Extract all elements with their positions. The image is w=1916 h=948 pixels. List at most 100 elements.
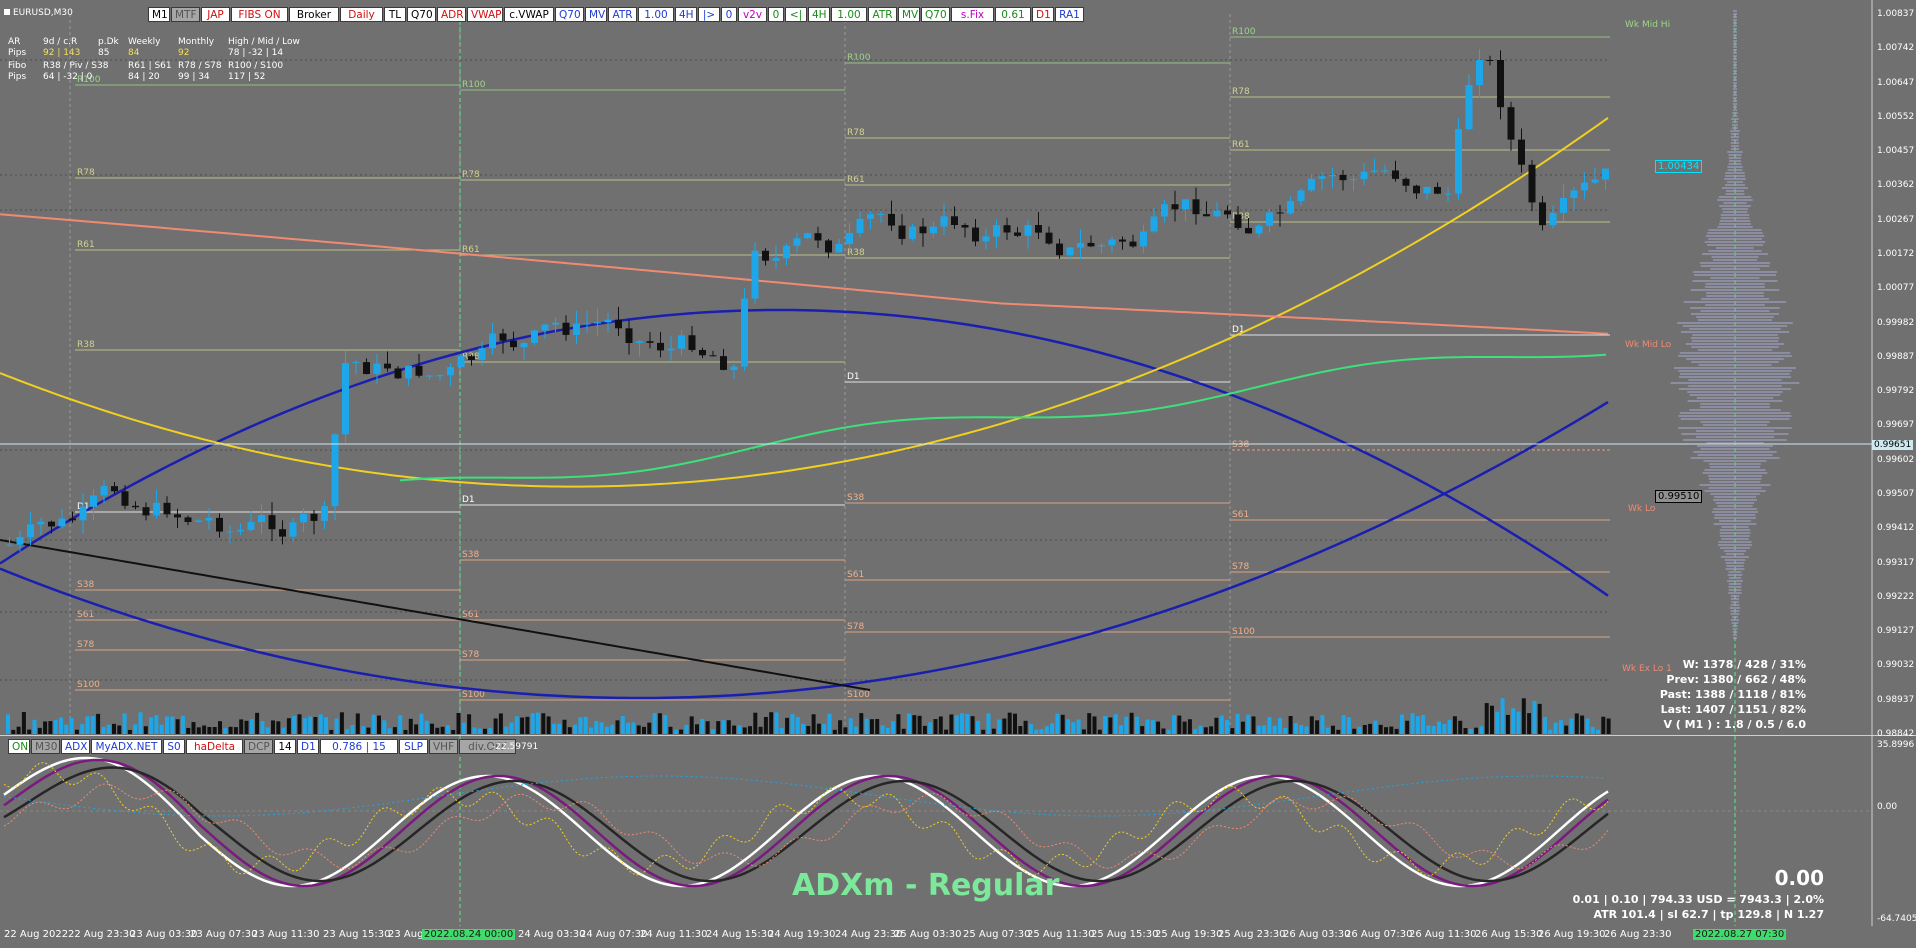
info-row-4: Pips 64 | -32 | 0 84 | 20 99 | 34 117 | 52 bbox=[8, 72, 300, 83]
volume-profile-bar bbox=[1700, 265, 1770, 267]
toolbar-button-1-00[interactable]: 1.00 bbox=[831, 7, 867, 22]
toolbar-button-m1[interactable]: M1 bbox=[148, 7, 170, 22]
toolbar-button-s0[interactable]: S0 bbox=[163, 739, 185, 754]
toolbar-button-myadx-net[interactable]: MyADX.NET bbox=[91, 739, 162, 754]
volume-bar bbox=[1521, 698, 1526, 734]
volume-bar bbox=[255, 712, 260, 734]
candle-body bbox=[1003, 225, 1011, 233]
volume-profile-bar bbox=[1706, 295, 1764, 297]
volume-bar bbox=[562, 719, 567, 734]
volume-bar bbox=[1230, 728, 1235, 734]
stats-last: Last: 1407 / 1151 / 82% bbox=[1660, 703, 1806, 716]
toolbar-button-4h[interactable]: 4H bbox=[675, 7, 697, 22]
volume-bar bbox=[127, 729, 132, 734]
volume-bar bbox=[1341, 715, 1346, 734]
volume-profile-bar bbox=[1716, 247, 1754, 249]
volume-bar bbox=[1458, 720, 1463, 734]
volume-bar bbox=[477, 728, 482, 734]
toolbar-button-hadelta[interactable]: haDelta bbox=[186, 739, 243, 754]
candle-body bbox=[1465, 85, 1473, 130]
toolbar-button-tl[interactable]: TL bbox=[384, 7, 406, 22]
toolbar-button-fibs-on[interactable]: FIBS ON bbox=[231, 7, 288, 22]
volume-profile-bar bbox=[1708, 487, 1762, 489]
indicator-pane[interactable]: ON M30 ADX MyADX.NET S0 haDelta DCP 14 D1 0.786 |… bbox=[0, 736, 1916, 926]
toolbar-button-d1[interactable]: D1 bbox=[1032, 7, 1054, 22]
candle-body bbox=[1045, 232, 1053, 244]
volume-profile-bar bbox=[1708, 250, 1762, 252]
toolbar-button-0[interactable]: 0 bbox=[721, 7, 737, 22]
candle-body bbox=[1318, 176, 1326, 179]
volume-bar bbox=[530, 713, 535, 734]
toolbar-button-jap[interactable]: JAP bbox=[201, 7, 230, 22]
toolbar-button-vhf[interactable]: VHF bbox=[429, 739, 458, 754]
time-tick: 26 Aug 03:30 bbox=[1283, 929, 1351, 940]
toolbar-button-0-786-15[interactable]: 0.786 | 15 bbox=[320, 739, 398, 754]
toolbar-button-4h[interactable]: 4H bbox=[808, 7, 830, 22]
price-chart[interactable]: R100 R78 R61 R38 D1 S38 S61 S78 S100 R100 R78 R61 R3… bbox=[0, 0, 1916, 739]
toolbar-button-v2v[interactable]: v2v bbox=[738, 7, 767, 22]
toolbar-button-ra1[interactable]: RA1 bbox=[1055, 7, 1084, 22]
candle-body bbox=[1213, 210, 1221, 217]
candle-body bbox=[531, 330, 538, 343]
volume-bar bbox=[37, 727, 42, 734]
toolbar-button-mv[interactable]: MV bbox=[898, 7, 920, 22]
time-axis[interactable]: 22 Aug 2022 22 Aug 23:30 23 Aug 03:30 23 Au… bbox=[0, 926, 1916, 948]
volume-bar bbox=[673, 729, 678, 734]
volume-profile-bar bbox=[1733, 67, 1737, 69]
candle-body bbox=[1192, 199, 1200, 215]
toolbar-button-mtf[interactable]: MTF bbox=[171, 7, 200, 22]
toolbar-button-broker[interactable]: Broker bbox=[289, 7, 339, 22]
volume-profile-bar bbox=[1705, 235, 1765, 237]
toolbar-button--[interactable]: <| bbox=[785, 7, 807, 22]
volume-bar bbox=[133, 724, 138, 734]
toolbar-button-q70[interactable]: Q70 bbox=[407, 7, 436, 22]
toolbar-button-c-vwap[interactable]: c.VWAP bbox=[504, 7, 554, 22]
toolbar-button-vwap[interactable]: VWAP bbox=[467, 7, 503, 22]
toolbar-button-daily[interactable]: Daily bbox=[340, 7, 383, 22]
volume-bar bbox=[1161, 728, 1166, 734]
volume-bar bbox=[589, 727, 593, 734]
toolbar-button-0[interactable]: 0 bbox=[768, 7, 784, 22]
toolbar-button-on[interactable]: ON bbox=[8, 739, 30, 754]
volume-profile-bar bbox=[1730, 613, 1740, 615]
volume-bar bbox=[599, 722, 604, 734]
volume-bar bbox=[1516, 711, 1521, 734]
toolbar-button-0-61[interactable]: 0.61 bbox=[995, 7, 1031, 22]
toolbar-button-s-fix[interactable]: s.Fix bbox=[951, 7, 994, 22]
volume-bar bbox=[1272, 725, 1277, 734]
volume-bar bbox=[1500, 698, 1505, 734]
toolbar-button-div-off[interactable]: div.OFF bbox=[459, 739, 516, 754]
toolbar-button-slp[interactable]: SLP bbox=[399, 739, 428, 754]
volume-bar bbox=[1209, 726, 1214, 734]
candle-body bbox=[1161, 204, 1168, 217]
volume-bar bbox=[880, 725, 885, 734]
volume-profile-bar bbox=[1733, 70, 1737, 72]
toolbar-button-1-00[interactable]: 1.00 bbox=[638, 7, 674, 22]
toolbar-button-m30[interactable]: M30 bbox=[31, 739, 60, 754]
toolbar-button-dcp[interactable]: DCP bbox=[244, 739, 273, 754]
toolbar-button-q70[interactable]: Q70 bbox=[555, 7, 584, 22]
toolbar-button-mv[interactable]: MV bbox=[585, 7, 607, 22]
candle-body bbox=[709, 355, 717, 357]
time-tick: 24 Aug 03:30 bbox=[518, 929, 586, 940]
candle-body bbox=[1245, 227, 1252, 234]
price-tick: 0.98842 bbox=[1877, 729, 1915, 739]
volume-profile-bar bbox=[1692, 280, 1778, 282]
volume-profile-bar bbox=[1702, 253, 1768, 255]
toolbar-button-d1[interactable]: D1 bbox=[297, 739, 319, 754]
toolbar-button-14[interactable]: 14 bbox=[274, 739, 296, 754]
candle-body bbox=[1297, 190, 1305, 202]
toolbar-button-adx[interactable]: ADX bbox=[61, 739, 90, 754]
volume-bar bbox=[827, 713, 832, 734]
toolbar-button-adr[interactable]: ADR bbox=[437, 7, 466, 22]
toolbar-button-atr[interactable]: ATR bbox=[608, 7, 637, 22]
volume-bar bbox=[1596, 729, 1600, 734]
volume-bar bbox=[838, 720, 843, 734]
toolbar-button-q70[interactable]: Q70 bbox=[921, 7, 950, 22]
indicator-canvas[interactable] bbox=[0, 736, 1916, 926]
volume-bar bbox=[361, 726, 366, 734]
price-chart-canvas[interactable]: R100 R78 R61 R38 D1 S38 S61 S78 S100 R100 R78 R61 R3… bbox=[0, 0, 1916, 735]
toolbar-button--[interactable]: |> bbox=[698, 7, 720, 22]
candle-body bbox=[489, 333, 496, 349]
toolbar-button-atr[interactable]: ATR bbox=[868, 7, 897, 22]
